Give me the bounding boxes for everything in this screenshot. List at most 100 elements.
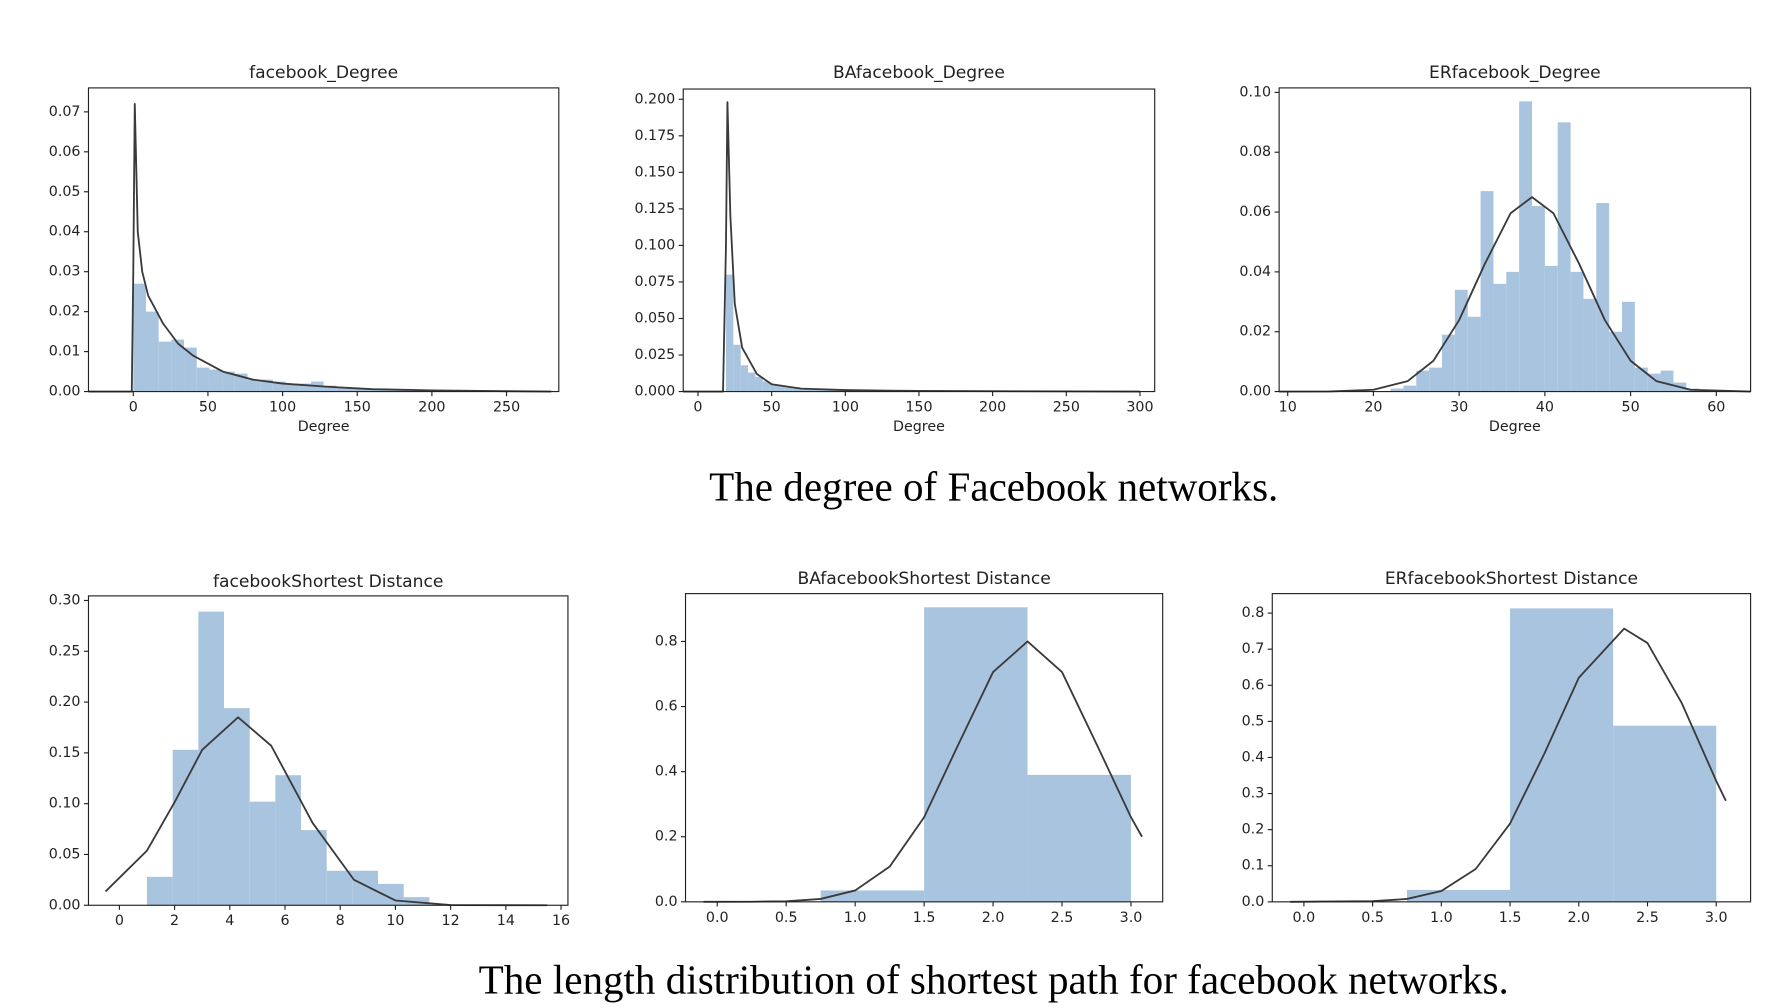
bar: [1442, 334, 1455, 392]
y-tick-label: 0.04: [49, 224, 81, 240]
bar: [1403, 385, 1417, 392]
x-axis-label: Degree: [1489, 419, 1541, 435]
x-tick-label: 3.0: [1705, 910, 1728, 926]
x-tick-label: 1.0: [1430, 910, 1453, 926]
bar: [784, 387, 793, 392]
y-tick-label: 0.125: [634, 201, 675, 217]
chart-title: facebookShortest Distance: [213, 572, 443, 592]
bar: [1609, 331, 1623, 392]
y-tick-label: 0.00: [1239, 384, 1271, 400]
y-tick-label: 0.06: [1239, 204, 1271, 220]
bar: [260, 379, 273, 392]
x-tick-label: 2: [170, 913, 179, 929]
y-tick-label: 0.6: [1242, 677, 1265, 693]
bar: [1506, 271, 1520, 392]
bar: [1027, 774, 1131, 902]
x-tick-label: 12: [442, 913, 460, 929]
bar: [196, 367, 210, 392]
y-tick-label: 0.20: [49, 694, 81, 710]
bar: [171, 339, 185, 392]
bar: [1596, 203, 1610, 392]
y-tick-label: 0.15: [49, 745, 81, 761]
x-tick-label: 3.0: [1120, 910, 1143, 926]
caption: The length distribution of shortest path…: [479, 956, 1509, 1002]
axes-frame: [87, 87, 560, 393]
x-tick-label: 50: [199, 400, 217, 416]
bar: [146, 876, 173, 906]
bar: [1416, 370, 1430, 392]
x-tick-label: 0.0: [1293, 910, 1316, 926]
bar: [374, 389, 388, 392]
y-tick-label: 0.0: [1242, 894, 1265, 910]
x-tick-label: 0.0: [706, 910, 729, 926]
x-tick-label: 0: [129, 400, 138, 416]
y-tick-label: 0.1: [1242, 858, 1265, 874]
bar: [733, 344, 741, 392]
y-tick-label: 0.5: [1242, 713, 1265, 729]
axes-frame: [682, 88, 1156, 393]
bar: [209, 369, 223, 392]
y-tick-label: 0.07: [49, 104, 81, 120]
y-tick-label: 0.01: [49, 344, 81, 360]
density-line: [1290, 627, 1727, 903]
density-line: [703, 640, 1143, 903]
y-tick-label: 0.30: [49, 592, 81, 608]
bar: [1544, 265, 1558, 392]
bar: [1519, 101, 1533, 392]
bar: [403, 897, 430, 906]
bar: [1532, 206, 1545, 392]
x-tick-label: 100: [832, 400, 859, 416]
x-tick-label: 250: [1053, 400, 1080, 416]
y-tick-label: 0.4: [655, 764, 678, 780]
bar: [352, 870, 379, 906]
bar: [298, 383, 311, 392]
x-tick-label: 100: [269, 400, 296, 416]
bar: [820, 890, 925, 902]
bar: [770, 384, 778, 392]
bar: [806, 388, 815, 392]
y-tick-label: 0.05: [49, 846, 81, 862]
y-tick-label: 0.00: [49, 384, 81, 400]
bar: [184, 347, 197, 392]
bar: [829, 390, 837, 392]
x-tick-label: 200: [418, 400, 445, 416]
density-line: [88, 102, 552, 393]
y-tick-label: 0.4: [1242, 749, 1265, 765]
x-tick-label: 50: [763, 400, 781, 416]
bar: [1647, 373, 1661, 392]
bar: [1634, 367, 1648, 392]
bar: [224, 708, 250, 906]
x-tick-label: 8: [336, 913, 345, 929]
y-tick-label: 0.000: [634, 384, 675, 400]
x-tick-label: 0: [693, 400, 702, 416]
bar: [158, 341, 172, 392]
density-line: [1279, 196, 1751, 393]
bar: [748, 372, 756, 392]
bar: [349, 387, 362, 392]
bar: [1480, 191, 1494, 392]
bar: [1429, 367, 1443, 392]
bar: [1570, 271, 1584, 392]
bar: [792, 387, 800, 392]
caption: The degree of Facebook networks.: [709, 463, 1278, 509]
bar: [762, 381, 771, 392]
y-tick-label: 0.8: [1242, 605, 1265, 621]
y-tick-label: 0.25: [49, 643, 81, 659]
bar: [1406, 889, 1511, 902]
bar: [777, 385, 785, 392]
bar: [1660, 370, 1674, 392]
bar: [1467, 316, 1481, 392]
y-tick-label: 0.150: [634, 164, 675, 180]
x-tick-label: 2.0: [1567, 910, 1590, 926]
x-tick-label: 0.5: [775, 910, 798, 926]
chart-title: facebook_Degree: [249, 63, 398, 83]
chart-title: BAfacebook_Degree: [833, 63, 1005, 83]
x-tick-label: 16: [552, 913, 570, 929]
bar: [740, 365, 749, 392]
x-axis-label: Degree: [298, 419, 350, 435]
y-tick-label: 0.04: [1239, 264, 1271, 280]
bar: [222, 371, 235, 392]
x-tick-label: 10: [1279, 400, 1297, 416]
y-tick-label: 0.025: [634, 347, 675, 363]
